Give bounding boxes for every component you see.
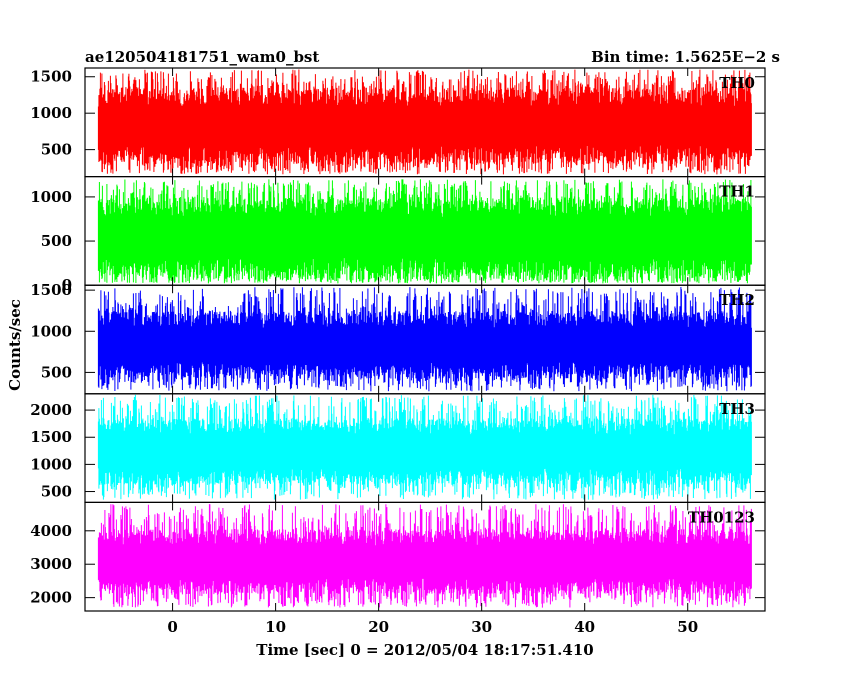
panel-label: TH0: [719, 74, 755, 92]
y-tick-label: 500: [41, 483, 72, 501]
y-tick-label: 2000: [30, 401, 72, 419]
panel-th1: 0 500 1000 TH1: [30, 176, 766, 294]
y-tick-label: 4000: [30, 522, 72, 540]
y-axis-title: Counts/sec: [6, 299, 24, 391]
y-tick-label: 1000: [30, 104, 72, 122]
y-tick-label: 3000: [30, 555, 72, 573]
y-tick-label: 500: [41, 141, 72, 159]
y-tick-label: 1000: [30, 322, 72, 340]
y-tick-label: 1000: [30, 188, 72, 206]
series-trace-th0123: [97, 504, 752, 608]
x-tick-label: 0: [167, 618, 177, 636]
x-tick-label: 20: [368, 618, 389, 636]
panel-th0123: 2000 3000 4000 TH0123: [30, 501, 766, 612]
panel-label: TH0123: [688, 508, 755, 526]
x-tick-label: 10: [265, 618, 286, 636]
panel-th3: 500 1000 1500 2000 TH3: [30, 393, 766, 503]
y-tick-label: 2000: [30, 589, 72, 607]
panel-label: TH3: [719, 400, 755, 418]
x-tick-label: 30: [471, 618, 492, 636]
series-trace-th0: [97, 69, 752, 175]
y-tick-label: 1000: [30, 455, 72, 473]
panel-th2: 500 1000 1500 TH2: [30, 281, 766, 395]
chart-title-left: ae120504181751_wam0_bst: [85, 48, 319, 66]
y-tick-label: 1500: [30, 281, 72, 299]
x-axis-title: Time [sec] 0 = 2012/05/04 18:17:51.410: [256, 641, 593, 659]
panel-label: TH2: [719, 291, 755, 309]
chart-title-right: Bin time: 1.5625E−2 s: [591, 48, 780, 66]
series-trace-th3: [97, 394, 752, 500]
y-tick-label: 1500: [30, 68, 72, 86]
x-tick-label: 50: [677, 618, 698, 636]
series-trace-th2: [97, 287, 752, 392]
series-trace-th1: [97, 179, 752, 284]
y-tick-label: 500: [41, 363, 72, 381]
x-tick-label: 40: [574, 618, 595, 636]
panel-frame: [84, 501, 766, 612]
y-tick-label: 1500: [30, 428, 72, 446]
y-tick-label: 0: [62, 276, 72, 294]
panel-label: TH1: [719, 183, 755, 201]
x-axis: 0 10 20 30 40 50: [167, 618, 698, 636]
panel-th0: 500 1000 1500 TH0: [30, 67, 766, 178]
y-tick-label: 500: [41, 232, 72, 250]
